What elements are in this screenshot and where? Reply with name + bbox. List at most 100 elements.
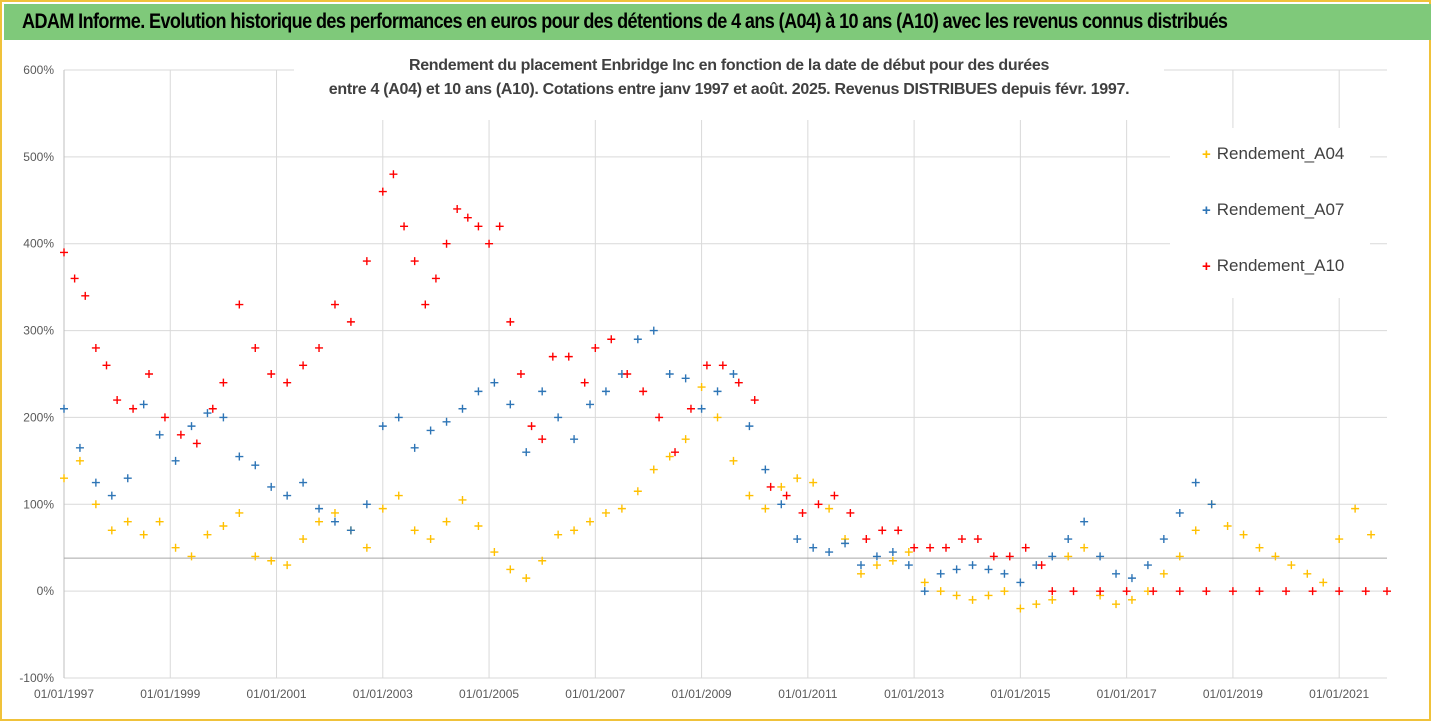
data-point [814,500,823,509]
data-point [458,404,467,413]
data-point [1000,569,1009,578]
data-point [1319,578,1328,587]
data-point [926,543,935,552]
x-tick-label: 01/01/2007 [565,687,625,701]
data-point [601,387,610,396]
data-point [267,556,276,565]
data-point [1159,569,1168,578]
data-point [888,548,897,557]
data-point [702,361,711,370]
data-point [219,522,228,530]
data-point [389,170,398,179]
data-point [809,543,818,552]
data-point [474,522,483,530]
data-point [1112,569,1121,578]
legend-marker-a07: + [1202,201,1211,219]
data-point [458,495,467,504]
data-point [495,222,504,231]
data-point [171,456,180,465]
data-point [633,335,642,344]
data-point [570,435,579,444]
data-point [1016,578,1025,587]
data-point [1207,500,1216,509]
data-point [400,222,409,231]
data-point [155,430,164,439]
data-point [145,370,154,378]
data-point [936,587,945,596]
data-point [235,300,244,309]
data-point [570,526,579,535]
data-point [697,404,706,413]
data-point [171,543,180,552]
data-point [129,404,138,413]
data-point [60,404,68,413]
data-point [761,465,770,474]
data-point [734,378,743,387]
data-point [187,552,196,561]
data-point [586,400,595,409]
data-point [984,591,993,600]
data-point [123,474,132,483]
data-point [904,561,913,570]
data-point [251,461,260,470]
data-point [554,413,563,422]
data-point [490,378,499,387]
chart-title-line-2: entre 4 (A04) et 10 ans (A10). Cotations… [328,81,1130,98]
x-tick-label: 01/01/2003 [353,687,413,701]
data-point [1271,552,1280,561]
report-header: ADAM Informe. Evolution historique des p… [4,4,1431,40]
data-point [920,587,929,596]
data-point [91,478,100,487]
data-point [1367,530,1376,539]
y-tick-label: 200% [23,410,54,424]
data-point [442,417,451,426]
data-point [442,517,451,526]
data-point [315,343,324,352]
data-points [60,170,1391,613]
data-point [681,435,690,444]
gridlines [63,69,1387,679]
data-point [91,343,100,352]
data-point [75,443,84,452]
data-point [410,526,419,535]
data-point [686,404,695,413]
data-point [580,378,589,387]
data-point [633,487,642,496]
data-point [1064,535,1073,544]
data-point [538,387,547,396]
data-point [729,456,738,465]
data-point [102,361,111,370]
data-point [123,517,132,526]
y-tick-label: 500% [23,150,54,164]
y-tick-label: 600% [23,63,54,77]
y-axis-ticks: -100% 0% 100% 200% 300% 400% 500% 600% [19,63,54,685]
data-point [378,422,387,431]
data-point [538,435,547,444]
data-point [798,508,807,517]
data-point [426,426,435,435]
data-point [1223,522,1232,530]
data-point [187,422,196,431]
data-point [671,448,680,457]
data-point [1287,561,1296,570]
data-point [968,595,977,604]
data-point [1064,552,1073,561]
data-point [894,526,903,535]
legend-item-a04: + Rendement_A04 [1202,144,1344,164]
data-point [750,396,759,405]
data-point [1005,552,1014,561]
data-point [1080,543,1089,552]
data-point [426,535,435,544]
data-point [267,370,276,378]
data-point [394,491,403,500]
data-point [1069,587,1078,596]
data-point [235,508,244,517]
data-point [219,413,228,422]
data-point [872,561,881,570]
data-point [1191,526,1200,535]
data-point [299,361,308,370]
data-point [431,274,440,283]
data-point [729,370,738,378]
data-point [522,574,531,583]
data-point [564,352,573,361]
